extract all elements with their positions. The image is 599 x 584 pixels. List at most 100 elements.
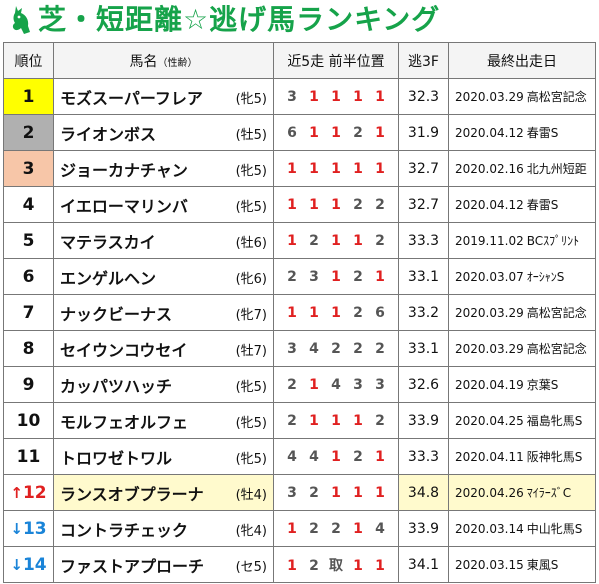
last-race-cell: 2020.03.07 ｵｰｼｬﾝS [448,258,596,295]
horse-sex-age: (牡4) [235,488,267,503]
position-value: 2 [309,520,319,537]
position-value: 1 [331,484,341,501]
rank-number: 13 [22,518,47,539]
horse-name-cell: セイウンコウセイ (牡7) [53,330,274,367]
rank-number: 4 [22,194,35,215]
last-race-date: 2020.04.26 [455,486,524,500]
position-value: 2 [353,196,363,213]
last-race-cell: 2020.04.12 春雷S [448,114,596,151]
horse-sex-age: (牝5) [235,452,267,467]
horse-name-cell: ライオンボス (牡5) [53,114,274,151]
last-race-cell: 2020.03.29 高松宮記念 [448,330,596,367]
header-positions: 近5走 前半位置 [273,42,399,79]
rank-number: 11 [16,446,41,467]
position-value: 3 [287,340,297,357]
last-race-date: 2020.04.11 [455,450,524,464]
last-race-date: 2020.04.19 [455,378,524,392]
last-race-date: 2020.04.12 [455,126,524,140]
position-value: 4 [375,520,385,537]
horse-sex-age: (牝5) [235,164,267,179]
last-race-date: 2020.04.12 [455,198,524,212]
rank-cell: 9 [3,366,54,403]
position-value: 2 [309,557,319,574]
horse-sex-age: (牡5) [235,128,267,143]
position-value: 1 [331,160,341,177]
rank-cell: ↓13 [3,510,54,547]
escape-3f-time: 32.7 [398,186,449,223]
table-row: 7 ナックビーナス (牝7) 1 1 1 2 6 33.2 2020.03.29 高松宮記念 [3,294,596,331]
rank-cell: 7 [3,294,54,331]
escape-3f-time: 33.1 [398,330,449,367]
rank-cell: 6 [3,258,54,295]
position-value: 1 [287,520,297,537]
position-value: 1 [309,412,319,429]
last-race-date: 2020.04.25 [455,414,524,428]
rank-cell: 4 [3,186,54,223]
rank-number: 6 [22,266,35,287]
last-race-name: 阪神牝馬S [526,450,583,464]
position-value: 4 [331,376,341,393]
horse-head-icon [12,6,30,34]
horse-name-cell: トロワゼトワル (牝5) [53,438,274,475]
position-value: 2 [331,340,341,357]
position-value: 1 [353,88,363,105]
position-value: 1 [353,412,363,429]
last-race-date: 2020.03.15 [455,558,524,572]
escape-3f-time: 34.8 [398,474,449,511]
position-value: 2 [287,268,297,285]
position-value: 1 [353,160,363,177]
escape-3f-time: 32.6 [398,366,449,403]
horse-name: モルフェオルフェ [60,412,189,432]
horse-name: カッパツハッチ [60,376,173,396]
last-race-name: ｵｰｼｬﾝS [526,270,565,284]
table-row: ↑12 ランスオブプラーナ (牡4) 3 2 1 1 1 34.8 2020.04.26 ﾏｲﾗｰｽ… [3,474,596,511]
position-value: 1 [375,448,385,465]
position-value: 2 [353,124,363,141]
last-race-name: 春雷S [526,126,559,140]
page-title-bar: 芝・短距離☆逃げ馬ランキング [0,0,599,40]
position-value: 2 [353,304,363,321]
position-value: 3 [287,484,297,501]
last-race-cell: 2020.04.11 阪神牝馬S [448,438,596,475]
horse-sex-age: (牝4) [235,524,267,539]
rank-number: 3 [22,158,35,179]
last-race-cell: 2020.04.26 ﾏｲﾗｰｽﾞC [448,474,596,511]
rank-cell: 8 [3,330,54,367]
position-value: 6 [287,124,297,141]
last-race-cell: 2020.03.14 中山牝馬S [448,510,596,547]
horse-sex-age: (牡6) [235,236,267,251]
position-value: 2 [375,196,385,213]
position-value: 2 [287,412,297,429]
horse-name: マテラスカイ [60,232,156,252]
escape-3f-time: 31.9 [398,114,449,151]
table-row: 8 セイウンコウセイ (牡7) 3 4 2 2 2 33.1 2020.03.29 高松宮記念 [3,330,596,367]
horse-name-cell: ナックビーナス (牝7) [53,294,274,331]
rank-number: 1 [22,86,35,107]
escape-3f-time: 33.9 [398,510,449,547]
horse-name: トロワゼトワル [60,448,173,468]
position-value: 取 [329,557,343,574]
horse-name-cell: モズスーパーフレア (牝5) [53,78,274,115]
rank-number: 9 [22,374,35,395]
horse-sex-age: (牡7) [235,344,267,359]
position-value: 1 [375,268,385,285]
position-value: 2 [353,268,363,285]
position-value: 1 [331,196,341,213]
position-value: 2 [309,484,319,501]
position-value: 1 [287,304,297,321]
last-race-cell: 2020.03.15 東風S [448,546,596,583]
header-name-sub: （性齢） [157,57,198,69]
rank-cell: 5 [3,222,54,259]
position-value: 3 [375,376,385,393]
escape-3f-time: 32.7 [398,150,449,187]
position-value: 1 [309,88,319,105]
position-value: 4 [287,448,297,465]
last-race-date: 2020.03.29 [455,90,524,104]
horse-name: ライオンボス [60,124,157,144]
last-race-name: 春雷S [526,198,559,212]
